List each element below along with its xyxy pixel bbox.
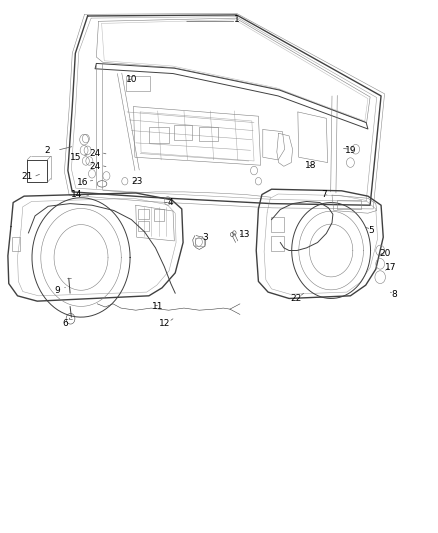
Text: 10: 10: [126, 76, 137, 84]
Bar: [149, 127, 169, 143]
Text: 21: 21: [21, 173, 33, 181]
Bar: [271, 236, 284, 251]
Text: 5: 5: [368, 226, 374, 235]
Text: 13: 13: [239, 230, 250, 239]
Text: 12: 12: [159, 319, 170, 328]
Text: 8: 8: [391, 290, 397, 298]
Text: 11: 11: [152, 302, 163, 311]
Text: 15: 15: [70, 153, 81, 161]
Text: 20: 20: [379, 249, 390, 257]
Bar: [138, 221, 149, 231]
Text: 24: 24: [90, 162, 101, 171]
Bar: [337, 200, 361, 209]
Bar: [12, 237, 20, 251]
Text: 19: 19: [345, 146, 356, 155]
Text: 24: 24: [90, 149, 101, 158]
Text: 17: 17: [385, 263, 396, 272]
Text: 4: 4: [167, 198, 173, 207]
Bar: [138, 209, 149, 219]
Text: 2: 2: [45, 146, 50, 155]
Text: 18: 18: [305, 161, 317, 169]
Text: 9: 9: [54, 286, 60, 295]
Text: 14: 14: [71, 190, 82, 199]
Text: 3: 3: [202, 233, 208, 241]
Bar: [154, 209, 164, 221]
Text: 16: 16: [77, 178, 88, 187]
Text: 6: 6: [62, 319, 68, 328]
Text: 7: 7: [321, 190, 327, 199]
Text: 23: 23: [131, 177, 143, 185]
Bar: [199, 127, 218, 141]
Bar: [174, 125, 192, 140]
Bar: [271, 217, 284, 232]
Text: 1: 1: [233, 15, 240, 24]
Text: 22: 22: [290, 294, 302, 303]
Bar: [126, 76, 150, 91]
Bar: [195, 238, 204, 246]
